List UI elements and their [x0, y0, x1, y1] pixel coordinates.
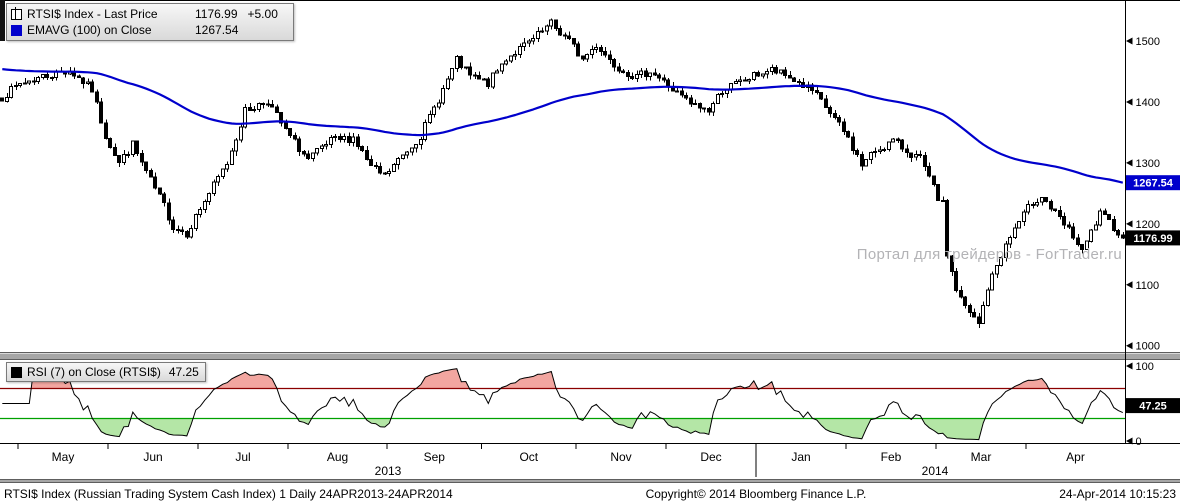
svg-text:May: May — [52, 450, 75, 464]
svg-text:1500: 1500 — [1136, 36, 1160, 48]
rsi-line — [2, 366, 1124, 441]
price-change-value: +5.00 — [247, 7, 278, 21]
last-price-value: 1176.99 — [195, 7, 238, 21]
svg-text:Mar: Mar — [971, 450, 992, 464]
svg-text:1267.54: 1267.54 — [1133, 178, 1174, 190]
status-description: RTSI$ Index (Russian Trading System Cash… — [4, 486, 453, 501]
svg-text:Feb: Feb — [881, 450, 902, 464]
svg-text:Nov: Nov — [610, 450, 631, 464]
svg-text:47.25: 47.25 — [1139, 401, 1167, 413]
svg-text:Jun: Jun — [143, 450, 162, 464]
y-axis — [0, 0, 1180, 444]
last-price-badge: 1176.99 — [1126, 230, 1180, 246]
candles-series — [0, 18, 1125, 328]
main-legend[interactable]: RTSI$ Index - Last Price 1176.99 +5.00 E… — [6, 3, 294, 41]
rsi-value-badge: 47.25 — [1126, 398, 1180, 414]
rsi-oversold-fill — [92, 418, 1085, 440]
x-axis: May Jun Jul Aug Sep Oct Nov Dec Jan Feb Mar Apr 2013… — [17, 443, 1085, 478]
svg-text:1200: 1200 — [1136, 219, 1160, 231]
svg-text:Apr: Apr — [1066, 450, 1085, 464]
svg-text:Jul: Jul — [235, 450, 250, 464]
svg-text:1100: 1100 — [1136, 280, 1160, 292]
ema-value: 1267.54 — [195, 23, 239, 37]
status-bar: RTSI$ Index (Russian Trading System Cash… — [0, 483, 1180, 504]
svg-text:1300: 1300 — [1136, 158, 1160, 170]
svg-text:Jan: Jan — [791, 450, 810, 464]
candlestick-icon — [11, 6, 22, 20]
ema-line — [2, 68, 1124, 184]
last-price-label: RTSI$ Index - Last Price — [27, 7, 158, 21]
panel-drag-handle[interactable] — [0, 0, 5, 41]
svg-text:Oct: Oct — [519, 450, 538, 464]
svg-text:1000: 1000 — [1136, 341, 1160, 353]
svg-text:Dec: Dec — [700, 450, 721, 464]
svg-text:1176.99: 1176.99 — [1133, 233, 1172, 245]
ema-label: EMAVG (100) on Close — [27, 23, 152, 37]
footer-divider — [0, 479, 1180, 483]
status-timestamp: 24-Apr-2014 10:15:23 — [1059, 486, 1176, 501]
rsi-overbought-fill — [31, 367, 1049, 389]
rsi-value: 47.25 — [168, 365, 199, 379]
svg-text:Aug: Aug — [327, 450, 348, 464]
svg-text:100: 100 — [1136, 361, 1154, 373]
svg-text:0: 0 — [1136, 436, 1142, 448]
rsi-label: RSI (7) on Close (RTSI$) — [27, 365, 161, 379]
rsi-series-icon — [11, 366, 22, 378]
status-copyright: Copyright© 2014 Bloomberg Finance L.P. — [645, 486, 867, 501]
ema-price-badge: 1267.54 — [1126, 175, 1180, 191]
watermark: Портал для трейдеров - ForTrader.ru — [856, 246, 1122, 263]
svg-text:Sep: Sep — [424, 450, 446, 464]
rsi-legend[interactable]: RSI (7) on Close (RTSI$) 47.25 — [6, 362, 206, 382]
svg-text:2013: 2013 — [375, 464, 402, 478]
svg-text:2014: 2014 — [922, 464, 949, 478]
ema-series-icon — [11, 24, 22, 36]
panel-divider[interactable] — [0, 352, 1180, 360]
svg-text:1400: 1400 — [1136, 97, 1160, 109]
